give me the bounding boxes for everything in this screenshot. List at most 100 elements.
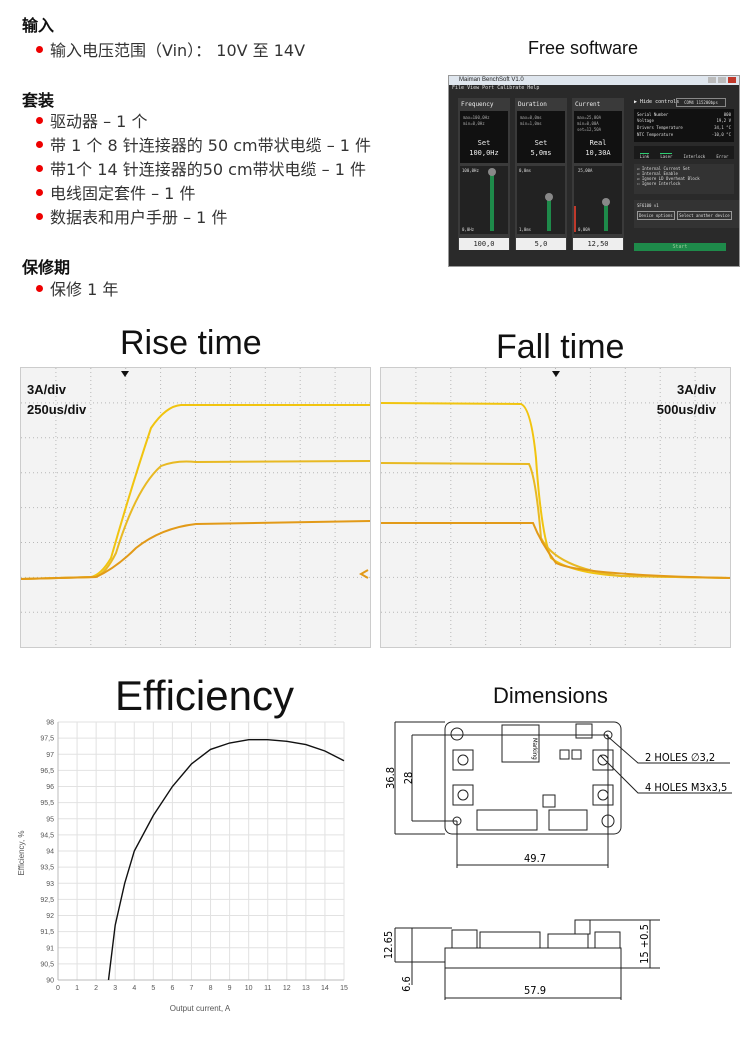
- list-item-text: 数据表和用户手册 – 1 件: [50, 208, 228, 227]
- maximize-icon[interactable]: [718, 77, 726, 83]
- dimensions-title: Dimensions: [493, 683, 608, 708]
- checkbox-label: Ignore LD Overheat Block: [641, 176, 700, 181]
- minimize-icon[interactable]: [708, 77, 716, 83]
- y-tick-label: 94,5: [40, 832, 54, 839]
- y-tick-label: 98: [46, 720, 54, 727]
- slider-handle[interactable]: [545, 193, 553, 201]
- device-panel: SF6100 v1 Device options Select another …: [634, 200, 739, 228]
- port-selector[interactable]: COM4 115200bps: [676, 98, 726, 107]
- kit-heading: 套装: [22, 91, 55, 110]
- list-item-text: 带 1 个 8 针连接器的 50 cm带状电缆 – 1 件: [50, 136, 372, 155]
- info-value-number: 34,1: [714, 125, 724, 130]
- info-value: -10,0 °C: [712, 132, 731, 137]
- menu-port[interactable]: Port: [482, 85, 495, 91]
- info-label: Serial Number: [637, 112, 669, 117]
- current-slider[interactable]: 25,00A 0,00A: [574, 166, 622, 234]
- display: max=0,0ms min=1,0ms Set 5,0ms: [517, 111, 565, 163]
- status-error: Error: [716, 154, 729, 159]
- rise-vertical-scale: 3A/div: [27, 382, 67, 397]
- info-row: Drivers Temperature 34,1 °C: [634, 124, 734, 131]
- fall-trace-low: [381, 522, 731, 579]
- info-label: NTC Temperature: [637, 132, 674, 137]
- close-icon[interactable]: [728, 77, 736, 83]
- marking-label: Marking: [531, 738, 538, 760]
- checkbox-ignore-interlock[interactable]: ☐ Ignore Interlock: [637, 181, 681, 186]
- duration-input[interactable]: 5,0: [516, 238, 566, 250]
- info-panel: Serial Number 000 Voltage 19,2 V Drivers T…: [634, 109, 734, 142]
- checkbox-ignore-ld-overheat[interactable]: ☑ Ignore LD Overheat Block: [637, 176, 700, 181]
- rise-time-title: Rise time: [120, 324, 262, 362]
- bullet-icon: [36, 285, 43, 292]
- menu-view[interactable]: View: [467, 85, 480, 91]
- menu-file[interactable]: File: [452, 85, 465, 91]
- fall-vertical-scale: 3A/div: [676, 382, 716, 397]
- rise-time-oscillogram: 3A/div 250us/div: [20, 367, 371, 648]
- info-unit: °C: [726, 125, 731, 130]
- bullet-icon: [36, 117, 43, 124]
- pcb-outline: [444, 721, 622, 835]
- dim-hole-vertical: 28: [402, 772, 415, 785]
- start-button[interactable]: Start: [634, 243, 726, 251]
- fall-trace-plot: [380, 368, 731, 647]
- checkbox-internal-enable[interactable]: ☑ Internal Enable: [637, 171, 678, 176]
- x-tick-label: 9: [228, 985, 232, 992]
- info-value: 19,2 V: [717, 118, 731, 123]
- chart-grid: [57, 721, 345, 981]
- info-value: 000: [723, 112, 731, 117]
- y-tick-labels: 90 90,5 91 91,5 92 92,5 93 93,5 94 94,5 95 95,5 96 96…: [40, 720, 54, 985]
- menu-calibrate[interactable]: Calibrate: [497, 85, 525, 91]
- x-tick-label: 13: [302, 985, 310, 992]
- mode-label: Real: [589, 139, 607, 147]
- y-tick-label: 92,5: [40, 897, 54, 904]
- value-label: 100,0Hz: [469, 149, 499, 157]
- duration-panel: Duration max=0,0ms min=1,0ms Set 5,0ms 0…: [515, 98, 567, 250]
- panel-title: Current: [575, 101, 601, 108]
- max-label: max=0,0ms: [520, 115, 542, 120]
- port-label: COM4: [684, 100, 694, 105]
- list-item: 驱动器 – 1 个: [36, 108, 147, 132]
- pad: [452, 749, 474, 771]
- window-title: Maiman BenchSoft V1.0: [459, 77, 524, 83]
- software-screenshot: Maiman BenchSoft V1.0 File View Port Cal…: [448, 75, 740, 267]
- y-tick-label: 93: [46, 881, 54, 888]
- device-options-button[interactable]: Device options: [637, 211, 675, 220]
- list-item: 保修 1 年: [36, 276, 118, 300]
- current-input[interactable]: 12,50: [573, 238, 623, 250]
- info-row: NTC Temperature -10,0 °C: [634, 131, 734, 138]
- slider-max: 0,0ms: [519, 168, 532, 173]
- display: max=100,0Hz min=0,0Hz Set 100,0Hz: [460, 111, 508, 163]
- mount-hole: [450, 727, 464, 741]
- info-value: 34,1 °C: [714, 125, 731, 130]
- hide-controls-button[interactable]: ▶ Hide controls: [634, 99, 680, 105]
- mode-label: Set: [477, 139, 491, 147]
- y-tick-label: 97,5: [40, 736, 54, 743]
- current-level-bar: [574, 206, 576, 232]
- frequency-input[interactable]: 100,0: [459, 238, 509, 250]
- x-tick-label: 7: [190, 985, 194, 992]
- duration-slider[interactable]: 0,0ms 1,0ms: [517, 166, 565, 234]
- slider-handle[interactable]: [488, 168, 496, 176]
- menu-help[interactable]: Help: [527, 85, 540, 91]
- checkbox-label: Ignore Interlock: [641, 181, 681, 186]
- x-tick-label: 6: [170, 985, 174, 992]
- min-label: min=0,0Hz: [463, 121, 485, 126]
- terminal-block: [575, 723, 593, 739]
- status-interlock: Interlock: [683, 154, 706, 159]
- pad: [592, 784, 614, 806]
- frequency-slider[interactable]: 100,0Hz 0,0Hz: [460, 166, 508, 234]
- connector-14pin: [476, 809, 538, 831]
- slider-handle[interactable]: [602, 198, 610, 206]
- list-item: 带1个 14 针连接器的50 cm带状电缆 – 1 件: [36, 156, 366, 180]
- select-device-button[interactable]: Select another device: [677, 211, 732, 220]
- list-item: 带 1 个 8 针连接器的 50 cm带状电缆 – 1 件: [36, 132, 371, 156]
- device-name: SF6100 v1: [637, 203, 659, 208]
- x-axis-label: Output current, A: [170, 1004, 231, 1013]
- y-tick-label: 94: [46, 849, 54, 856]
- y-tick-label: 90: [46, 978, 54, 985]
- bullet-icon: [36, 213, 43, 220]
- rise-trace-plot: [20, 368, 371, 647]
- checkbox-internal-current-set[interactable]: ☑ Internal Current Set: [637, 166, 690, 171]
- hide-controls-label: Hide controls: [640, 99, 680, 105]
- min-label: min=0,00A: [577, 121, 599, 126]
- y-tick-label: 92: [46, 913, 54, 920]
